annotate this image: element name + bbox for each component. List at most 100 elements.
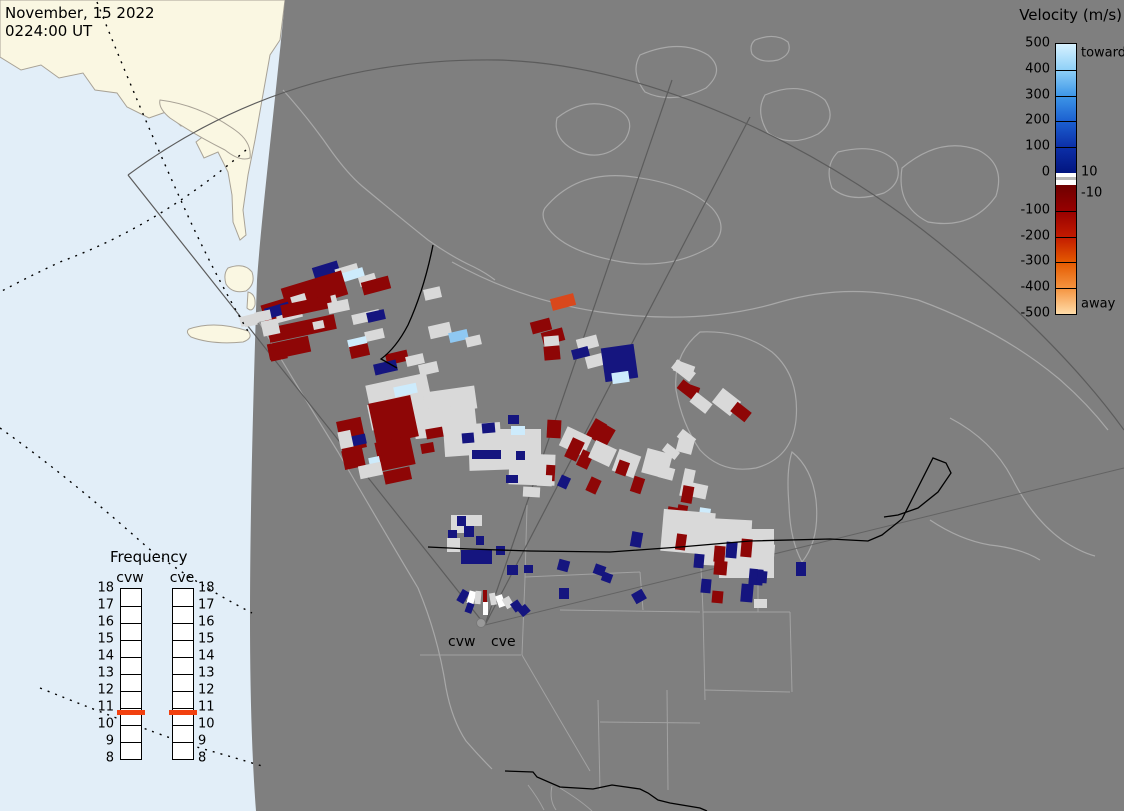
frequency-tick-label-right: 11: [198, 699, 215, 715]
frequency-tick-label-right: 12: [198, 682, 215, 698]
groundscatter-stripe: [1056, 177, 1076, 180]
velocity-cell: [725, 541, 738, 559]
velocity-colorbar-away: [1056, 185, 1076, 314]
freq-column-label-cve: cve: [169, 570, 195, 586]
frequency-marker-cve: [169, 709, 197, 715]
plus10-label: 10: [1081, 164, 1098, 180]
velocity-cell: [254, 309, 272, 323]
frequency-tick-label-left: 14: [97, 648, 114, 664]
velocity-cell: [350, 433, 367, 447]
velocity-colorbar-tick: [1056, 95, 1076, 97]
us-mexico-border: [504, 770, 708, 811]
velocity-cell: [546, 419, 562, 439]
frequency-tick-label-right: 17: [198, 597, 215, 613]
frequency-bar-tick: [121, 657, 141, 658]
velocity-cell: [472, 450, 501, 459]
velocity-cell: [584, 353, 605, 369]
velocity-cell: [675, 438, 695, 455]
velocity-cell: [596, 424, 616, 446]
velocity-cell: [614, 459, 631, 477]
velocity-cell: [549, 293, 577, 311]
velocity-tick-label: 300: [1025, 87, 1050, 103]
velocity-cell: [481, 422, 496, 434]
frequency-tick-label-right: 8: [198, 750, 207, 766]
alaska-landmass: [0, 0, 286, 241]
frequency-tick-label-left: 17: [97, 597, 114, 613]
velocity-cell: [536, 474, 553, 487]
velocity-tick-label: 100: [1025, 138, 1050, 154]
minus10-label: -10: [1081, 185, 1103, 201]
velocity-cell: [508, 415, 519, 424]
velocity-cell: [680, 485, 695, 504]
velocity-cell: [556, 474, 572, 490]
velocity-cell: [700, 578, 712, 594]
velocity-cell: [483, 602, 488, 615]
velocity-cell: [425, 426, 444, 440]
velocity-colorbar-tick: [1056, 236, 1076, 238]
velocity-colorbar-toward: [1056, 44, 1076, 173]
velocity-cell: [517, 603, 531, 618]
velocity-cell: [507, 565, 518, 575]
frequency-bar-tick: [173, 708, 193, 709]
velocity-cell: [311, 260, 341, 280]
velocity-cell: [543, 345, 561, 361]
island: [246, 291, 256, 311]
fov-left-edge: [127, 174, 486, 626]
velocity-cell: [374, 435, 416, 472]
velocity-colorbar-tick: [1056, 69, 1076, 71]
velocity-cell: [357, 461, 384, 480]
velocity-cell: [559, 588, 569, 599]
velocity-cell: [570, 345, 591, 361]
velocity-cell: [373, 359, 398, 376]
velocity-cell: [661, 443, 681, 460]
velocity-cell: [754, 599, 767, 608]
velocity-legend-title: Velocity (m/s): [1019, 6, 1122, 24]
frequency-bar-tick: [173, 742, 193, 743]
frequency-bar-tick: [173, 623, 193, 624]
frequency-bar-tick: [173, 691, 193, 692]
velocity-cell: [495, 594, 506, 608]
alaska-yukon-border: [379, 244, 434, 369]
velocity-cell: [483, 590, 487, 602]
velocity-cell: [418, 361, 439, 376]
velocity-cell: [243, 315, 258, 328]
frequency-bar-tick: [121, 691, 141, 692]
frequency-tick-label-right: 10: [198, 716, 215, 732]
fov-right-edge: [484, 467, 1124, 626]
frequency-panel-title: Frequency: [110, 548, 188, 566]
velocity-cell: [461, 432, 475, 444]
velocity-cell: [757, 543, 776, 571]
velocity-cell: [671, 359, 696, 382]
velocity-cell: [524, 565, 533, 573]
time-label: 0224:00 UT: [5, 22, 93, 40]
velocity-cell: [588, 440, 617, 467]
velocity-cell: [529, 317, 553, 335]
velocity-tick-label: 400: [1025, 61, 1050, 77]
velocity-cell: [600, 571, 614, 584]
velocity-colorbar-tick: [1056, 262, 1076, 264]
freq-column-label-cvw: cvw: [116, 570, 144, 586]
frequency-tick-label-right: 13: [198, 665, 215, 681]
fov-outer-arc: [127, 59, 1124, 431]
velocity-cell: [556, 558, 571, 573]
frequency-bar-tick: [121, 708, 141, 709]
frequency-bar-tick: [173, 674, 193, 675]
velocity-cell: [341, 447, 366, 470]
velocity-cell: [476, 536, 484, 545]
toward-label: toward: [1081, 45, 1124, 61]
frequency-bar-tick: [121, 606, 141, 607]
velocity-colorbar-tick: [1056, 121, 1076, 123]
map-label-cve: cve: [491, 634, 516, 650]
velocity-cell: [585, 418, 608, 442]
velocity-tick-label: -400: [1020, 279, 1050, 295]
coastlines: [258, 35, 1109, 770]
velocity-tick-label: 500: [1025, 35, 1050, 51]
velocity-cell: [740, 583, 754, 603]
frequency-tick-label-right: 16: [198, 614, 215, 630]
frequency-tick-label-left: 8: [105, 750, 114, 766]
velocity-cell: [280, 294, 333, 319]
velocity-cell: [260, 318, 281, 337]
velocity-cell: [575, 334, 600, 352]
frequency-tick-label-left: 12: [97, 682, 114, 698]
frequency-bar-cvw: [120, 588, 142, 760]
